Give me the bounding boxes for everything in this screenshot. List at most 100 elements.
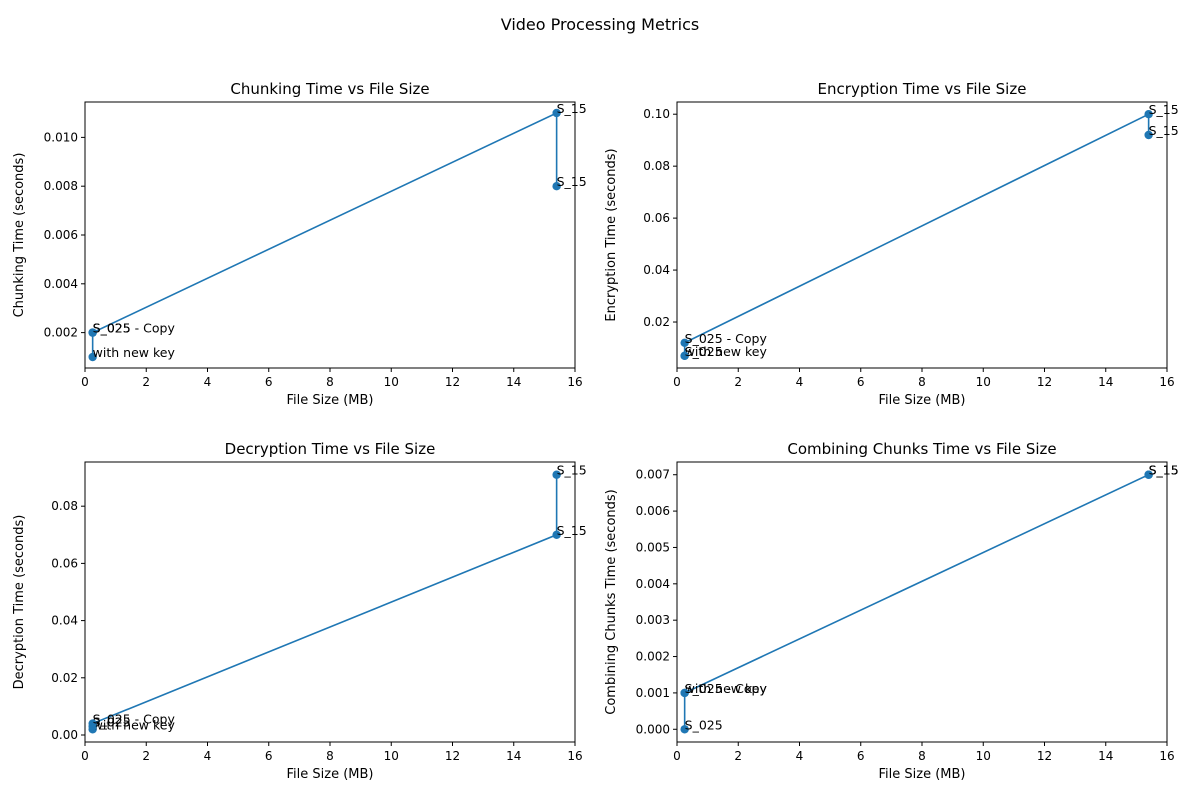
data-point — [680, 688, 689, 698]
point-annotation: S_025 - Copy — [685, 681, 768, 696]
y-tick-label: 0.005 — [636, 540, 670, 554]
subplot-decryption-time: Decryption Time vs File Size File Size (… — [12, 440, 587, 782]
x-tick-label: 12 — [445, 749, 460, 763]
x-tick-label: 4 — [204, 375, 212, 389]
subplot-title: Chunking Time vs File Size — [230, 80, 429, 98]
y-tick-label: 0.08 — [51, 499, 78, 513]
plot-frame — [84, 461, 576, 743]
x-tick-label: 0 — [673, 375, 681, 389]
point-annotation: S_025 — [685, 344, 723, 359]
series-line — [683, 474, 1149, 730]
x-tick-label: 2 — [734, 375, 742, 389]
x-tick-label: 2 — [142, 749, 150, 763]
y-tick-label: 0.04 — [51, 614, 78, 628]
y-tick-label: 0.02 — [643, 315, 670, 329]
data-point — [1144, 130, 1153, 140]
y-tick-label: 0.10 — [643, 107, 670, 121]
x-tick-label: 8 — [918, 749, 926, 763]
data-point — [1144, 470, 1153, 479]
x-tick-label: 12 — [445, 375, 460, 389]
y-tick-label: 0.004 — [636, 577, 670, 591]
x-tick-label: 8 — [918, 375, 926, 389]
x-tick-label: 6 — [857, 749, 865, 763]
data-point — [680, 351, 689, 360]
subplot-chunking-time: Chunking Time vs File Size File Size (MB… — [12, 80, 587, 408]
point-annotation: S_025 - Copy — [685, 331, 768, 346]
y-tick-label: 0.06 — [51, 556, 78, 570]
x-tick-label: 6 — [265, 749, 273, 763]
point-annotation: S_025 - Copy — [93, 712, 176, 727]
x-tick-label: 4 — [796, 749, 804, 763]
point-annotation: S_025 — [685, 717, 723, 732]
y-tick-label: 0.000 — [636, 722, 670, 736]
point-annotation: S_15 — [557, 523, 587, 538]
data-point — [552, 530, 561, 539]
x-tick-label: 10 — [976, 749, 991, 763]
series-line — [91, 111, 558, 358]
y-axis-label: Decryption Time (seconds) — [12, 515, 27, 690]
y-tick-label: 0.08 — [643, 159, 670, 173]
plot-frame — [676, 461, 1168, 743]
x-tick-label: 6 — [265, 375, 273, 389]
x-tick-label: 6 — [857, 375, 865, 389]
data-point — [88, 352, 97, 362]
point-annotation: S_025 — [93, 321, 131, 336]
x-axis-label: File Size (MB) — [879, 767, 966, 782]
x-tick-label: 4 — [204, 749, 212, 763]
x-tick-label: 8 — [326, 749, 334, 763]
point-annotation: S_025 — [93, 714, 131, 729]
data-point — [552, 108, 561, 118]
point-annotation: with new key — [93, 345, 176, 360]
y-tick-label: 0.007 — [636, 468, 670, 482]
point-annotation: S_15 — [557, 463, 587, 478]
x-tick-label: 12 — [1037, 375, 1052, 389]
subplot-title: Combining Chunks Time vs File Size — [787, 440, 1056, 458]
x-tick-label: 16 — [567, 749, 582, 763]
y-axis-label: Combining Chunks Time (seconds) — [604, 489, 619, 715]
x-tick-label: 14 — [506, 375, 521, 389]
x-tick-label: 16 — [1159, 749, 1174, 763]
point-annotation: S_15 — [557, 101, 587, 116]
point-annotation: with new key — [93, 717, 176, 732]
data-point — [680, 725, 689, 734]
x-tick-label: 10 — [384, 375, 399, 389]
y-tick-label: 0.02 — [51, 671, 78, 685]
x-tick-label: 8 — [326, 375, 334, 389]
x-tick-label: 0 — [673, 749, 681, 763]
y-tick-label: 0.001 — [636, 686, 670, 700]
point-annotation: with new key — [685, 681, 768, 696]
point-annotation: S_15 — [1149, 463, 1179, 478]
x-tick-label: 0 — [81, 375, 89, 389]
data-point — [552, 470, 561, 479]
subplot-encryption-time: Encryption Time vs File Size File Size (… — [604, 80, 1179, 408]
x-tick-label: 0 — [81, 749, 89, 763]
y-tick-label: 0.06 — [643, 211, 670, 225]
point-annotation: S_025 - Copy — [93, 321, 176, 336]
y-tick-label: 0.003 — [636, 613, 670, 627]
data-point — [552, 181, 561, 191]
y-tick-label: 0.010 — [44, 130, 78, 144]
y-tick-label: 0.006 — [44, 228, 78, 242]
x-tick-label: 4 — [796, 375, 804, 389]
x-tick-label: 14 — [1098, 375, 1113, 389]
data-point — [680, 338, 689, 348]
y-tick-label: 0.006 — [636, 504, 670, 518]
y-tick-label: 0.04 — [643, 263, 670, 277]
x-tick-label: 14 — [506, 749, 521, 763]
y-tick-label: 0.00 — [51, 728, 78, 742]
series-line — [91, 474, 558, 730]
x-tick-label: 2 — [734, 749, 742, 763]
y-tick-label: 0.002 — [44, 326, 78, 340]
data-point — [1144, 110, 1153, 119]
x-axis-label: File Size (MB) — [287, 393, 374, 408]
x-tick-label: 14 — [1098, 749, 1113, 763]
y-tick-label: 0.002 — [636, 650, 670, 664]
x-tick-label: 16 — [567, 375, 582, 389]
x-axis-label: File Size (MB) — [879, 393, 966, 408]
point-annotation: with new key — [685, 344, 768, 359]
subplot-title: Decryption Time vs File Size — [225, 440, 436, 458]
point-annotation: S_15 — [1149, 123, 1179, 138]
x-axis-label: File Size (MB) — [287, 767, 374, 782]
subplot-combining-chunks-time: Combining Chunks Time vs File Size File … — [604, 440, 1179, 782]
